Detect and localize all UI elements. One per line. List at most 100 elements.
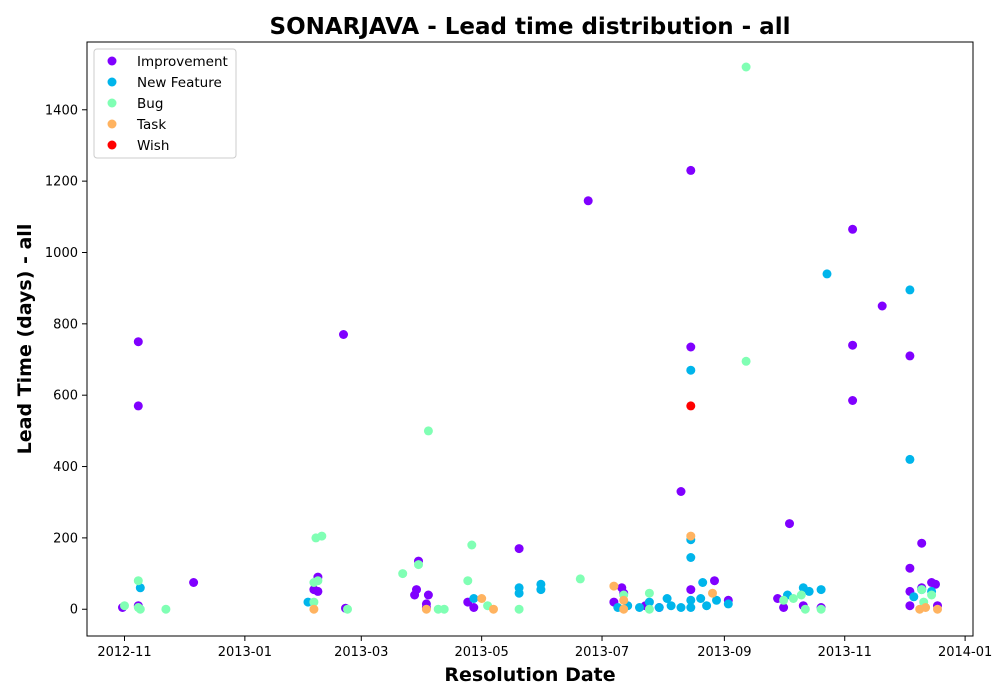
point-bug bbox=[343, 604, 352, 614]
point-bug bbox=[796, 590, 806, 600]
y-axis: 0 200 400 600 800 1000 1200 1400 bbox=[45, 103, 87, 618]
data-points bbox=[118, 62, 942, 614]
point-task bbox=[708, 588, 717, 598]
point-improvement bbox=[848, 396, 858, 405]
legend-box bbox=[93, 48, 237, 159]
point-new-feature bbox=[905, 285, 915, 295]
point-improvement bbox=[686, 165, 696, 175]
x-tick-label: 2013-01 bbox=[218, 645, 272, 660]
point-improvement bbox=[785, 519, 794, 529]
point-bug bbox=[135, 604, 145, 614]
legend-marker bbox=[107, 56, 117, 66]
point-wish bbox=[686, 401, 696, 411]
point-bug bbox=[398, 569, 408, 579]
point-improvement bbox=[905, 563, 915, 573]
point-bug bbox=[133, 576, 143, 586]
point-bug bbox=[120, 601, 129, 611]
x-axis-title: Resolution Date bbox=[444, 664, 615, 686]
point-improvement bbox=[848, 340, 858, 350]
point-new-feature bbox=[723, 599, 733, 609]
point-new-feature bbox=[654, 603, 664, 612]
point-improvement bbox=[779, 603, 789, 612]
point-new-feature bbox=[822, 269, 832, 279]
point-bug bbox=[463, 576, 473, 586]
point-improvement bbox=[877, 301, 887, 311]
point-new-feature bbox=[702, 601, 712, 611]
point-task bbox=[933, 604, 942, 614]
y-tick-label: 1400 bbox=[45, 103, 78, 118]
point-bug bbox=[741, 356, 751, 366]
x-tick-label: 2013-09 bbox=[697, 645, 751, 660]
legend-label: Bug bbox=[137, 96, 163, 112]
point-bug bbox=[423, 426, 433, 436]
point-bug bbox=[514, 604, 524, 614]
point-new-feature bbox=[698, 578, 708, 587]
legend-marker bbox=[107, 98, 117, 108]
chart-title: SONARJAVA - Lead time distribution - all bbox=[270, 14, 791, 40]
point-task bbox=[619, 595, 629, 605]
point-improvement bbox=[423, 590, 433, 600]
legend-label: New Feature bbox=[137, 75, 222, 91]
point-new-feature bbox=[469, 594, 479, 603]
x-axis: 2012-11 2013-01 2013-03 2013-05 2013-07 2013-… bbox=[97, 636, 992, 660]
point-bug bbox=[644, 588, 654, 598]
point-task bbox=[686, 531, 696, 541]
point-new-feature bbox=[676, 603, 686, 612]
point-bug bbox=[313, 576, 323, 586]
x-tick-label: 2013-05 bbox=[454, 645, 508, 660]
point-new-feature bbox=[686, 595, 696, 605]
point-new-feature bbox=[712, 595, 721, 605]
y-axis-title: Lead Time (days) - all bbox=[14, 224, 36, 455]
point-improvement bbox=[514, 544, 524, 554]
point-bug bbox=[414, 560, 423, 570]
point-improvement bbox=[905, 351, 915, 361]
point-improvement bbox=[339, 330, 348, 339]
legend-marker bbox=[107, 119, 117, 129]
point-new-feature bbox=[135, 583, 145, 593]
legend: Improvement New Feature Bug Task Wish bbox=[93, 48, 237, 159]
point-improvement bbox=[133, 337, 143, 347]
x-tick-label: 2013-11 bbox=[818, 645, 872, 660]
point-new-feature bbox=[666, 601, 676, 611]
point-task bbox=[477, 594, 487, 603]
point-improvement bbox=[412, 585, 421, 595]
point-improvement bbox=[931, 579, 940, 589]
point-new-feature bbox=[696, 594, 706, 603]
point-bug bbox=[917, 585, 927, 595]
point-bug bbox=[161, 604, 171, 614]
point-new-feature bbox=[635, 603, 644, 612]
legend-marker bbox=[107, 77, 117, 87]
point-new-feature bbox=[536, 585, 546, 595]
point-task bbox=[619, 604, 629, 614]
y-tick-label: 400 bbox=[53, 460, 78, 475]
legend-label: Improvement bbox=[137, 54, 228, 70]
y-tick-label: 0 bbox=[70, 603, 78, 618]
point-task bbox=[421, 604, 431, 614]
point-bug bbox=[779, 595, 789, 605]
point-new-feature bbox=[644, 597, 654, 607]
point-improvement bbox=[313, 586, 323, 596]
point-bug bbox=[816, 604, 826, 614]
point-new-feature bbox=[909, 592, 919, 602]
x-tick-label: 2012-11 bbox=[97, 645, 151, 660]
point-improvement bbox=[133, 401, 143, 411]
y-tick-label: 1000 bbox=[45, 246, 78, 261]
legend-label: Task bbox=[136, 117, 166, 133]
point-improvement bbox=[905, 601, 915, 611]
point-improvement bbox=[583, 196, 593, 206]
legend-marker bbox=[107, 140, 117, 150]
point-bug bbox=[575, 574, 585, 584]
point-improvement bbox=[469, 603, 479, 612]
point-new-feature bbox=[905, 454, 915, 464]
x-tick-label: 2014-01 bbox=[938, 645, 992, 660]
point-bug bbox=[644, 604, 654, 614]
point-new-feature bbox=[816, 585, 826, 595]
point-bug bbox=[439, 604, 449, 614]
point-task bbox=[921, 603, 931, 612]
point-bug bbox=[317, 531, 327, 541]
x-tick-label: 2013-07 bbox=[575, 645, 629, 660]
point-improvement bbox=[848, 224, 858, 234]
point-new-feature bbox=[514, 588, 524, 598]
point-bug bbox=[741, 62, 751, 72]
plot-frame bbox=[86, 41, 974, 637]
